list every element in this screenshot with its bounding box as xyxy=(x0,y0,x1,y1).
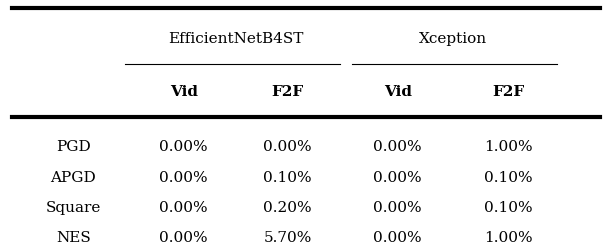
Text: Xception: Xception xyxy=(419,32,487,46)
Text: NES: NES xyxy=(56,231,91,245)
Text: 0.00%: 0.00% xyxy=(373,201,422,215)
Text: 5.70%: 5.70% xyxy=(263,231,312,245)
Text: 0.10%: 0.10% xyxy=(263,171,312,185)
Text: 0.10%: 0.10% xyxy=(483,171,532,185)
Text: APGD: APGD xyxy=(51,171,96,185)
Text: 0.00%: 0.00% xyxy=(373,231,422,245)
Text: 0.00%: 0.00% xyxy=(159,140,208,154)
Text: 0.00%: 0.00% xyxy=(373,140,422,154)
Text: 0.00%: 0.00% xyxy=(159,171,208,185)
Text: 0.00%: 0.00% xyxy=(263,140,312,154)
Text: 1.00%: 1.00% xyxy=(483,231,532,245)
Text: EfficientNetB4ST: EfficientNetB4ST xyxy=(168,32,304,46)
Text: 0.00%: 0.00% xyxy=(373,171,422,185)
Text: 0.00%: 0.00% xyxy=(159,231,208,245)
Text: F2F: F2F xyxy=(272,85,304,99)
Text: PGD: PGD xyxy=(56,140,91,154)
Text: Vid: Vid xyxy=(384,85,412,99)
Text: 0.20%: 0.20% xyxy=(263,201,312,215)
Text: 0.10%: 0.10% xyxy=(483,201,532,215)
Text: 1.00%: 1.00% xyxy=(483,140,532,154)
Text: Square: Square xyxy=(46,201,101,215)
Text: F2F: F2F xyxy=(492,85,524,99)
Text: 0.00%: 0.00% xyxy=(159,201,208,215)
Text: Vid: Vid xyxy=(170,85,198,99)
